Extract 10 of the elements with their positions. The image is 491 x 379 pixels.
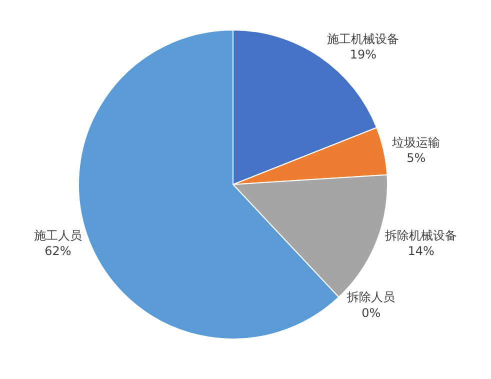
text: 0% (362, 306, 381, 320)
slice-label: 拆除机械设备 (384, 228, 458, 243)
slice-label: 施工机械设备 (327, 32, 400, 46)
data-label: 19% (350, 47, 377, 62)
data-label: 14% (408, 244, 434, 258)
slice-label: 垃圾运输 (391, 135, 440, 150)
category-label: 拆除人员 (347, 290, 396, 304)
data-label: 5% (406, 150, 426, 165)
data-label: 62% (44, 244, 72, 258)
slice-label: 施工人员 (34, 228, 82, 243)
